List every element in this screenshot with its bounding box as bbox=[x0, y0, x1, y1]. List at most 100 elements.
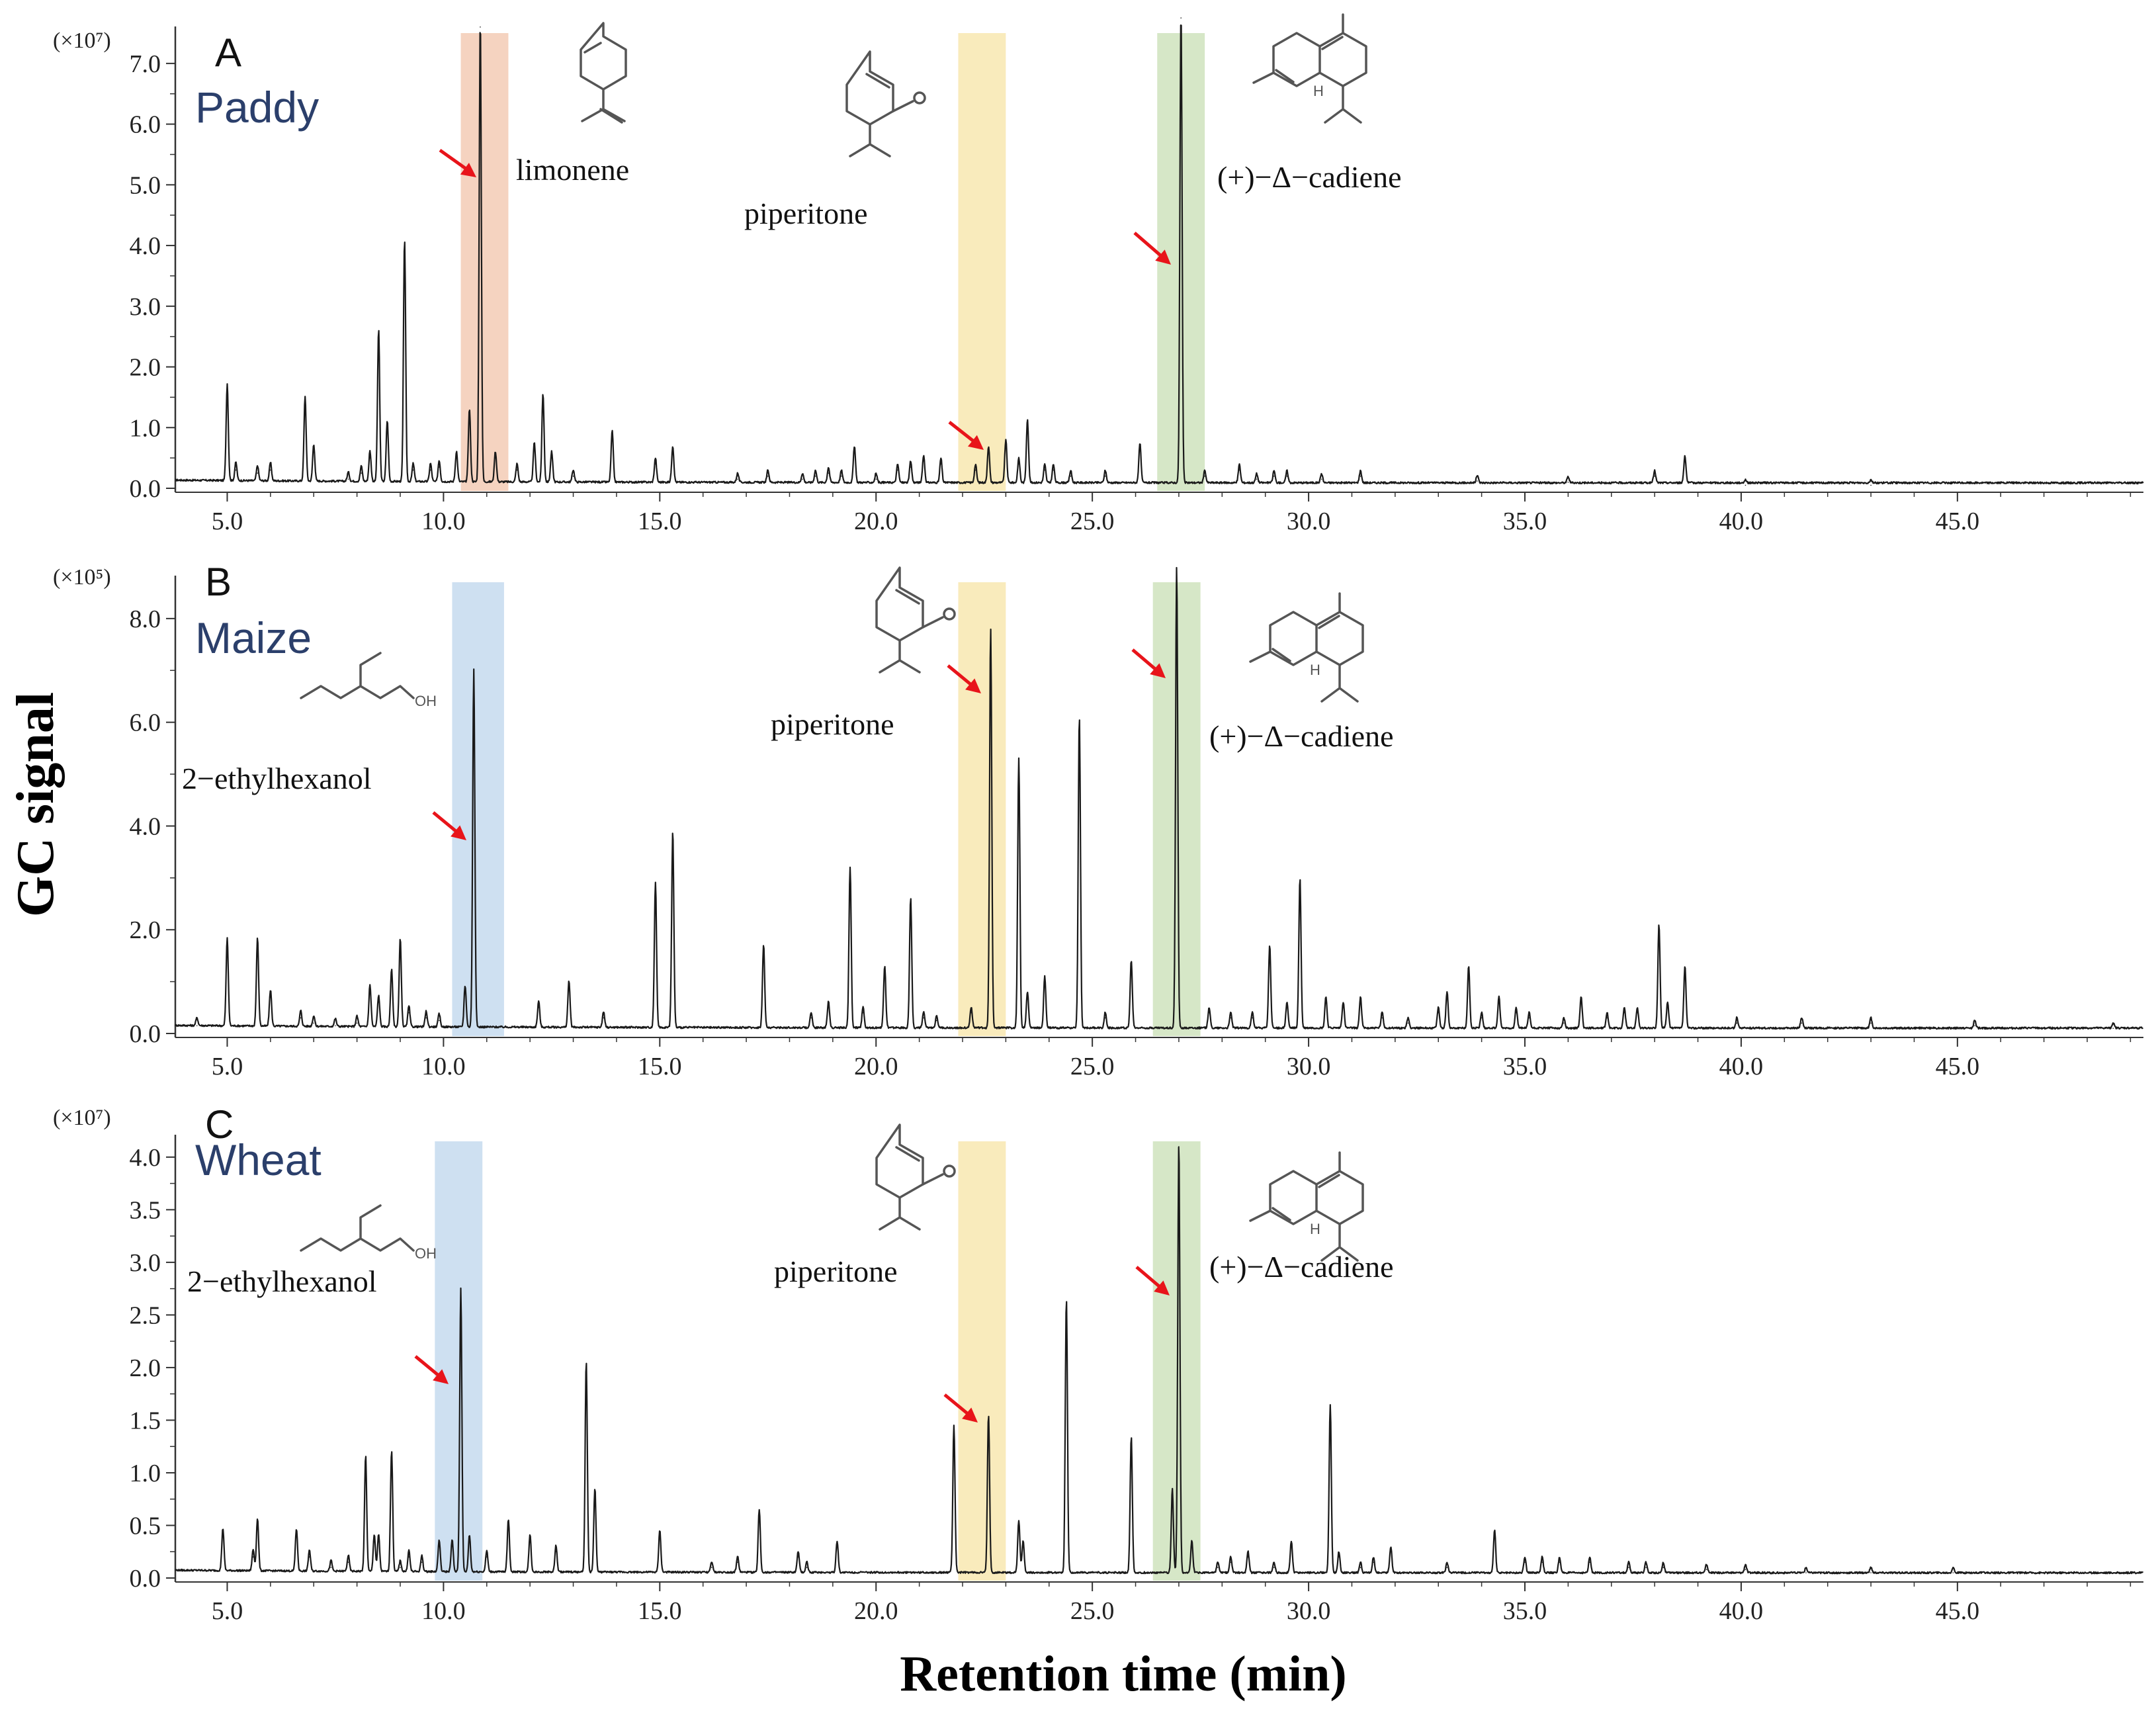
peak-point bbox=[1801, 1022, 1803, 1024]
peak-point bbox=[1342, 1007, 1344, 1008]
y-tick-label: 3.5 bbox=[130, 1196, 161, 1224]
red-arrowhead-icon bbox=[962, 1407, 978, 1423]
peak-point bbox=[1481, 1017, 1483, 1019]
panels-layer: 0.0 1.0 2.0 3.0 4.0 5.0 6.0 7.0 5.0 10.0 15.0 20.0 2… bbox=[53, 13, 2144, 1625]
peak-point bbox=[1589, 1561, 1590, 1563]
peak-point bbox=[400, 944, 401, 946]
cadinene-structure-icon: H bbox=[1249, 1151, 1364, 1262]
peak-point bbox=[456, 457, 457, 459]
peak-point bbox=[988, 451, 990, 453]
peak-point bbox=[1974, 1025, 1975, 1027]
peak-point bbox=[538, 1007, 540, 1008]
peak-point bbox=[473, 675, 474, 676]
peak-point bbox=[611, 436, 613, 437]
peak-point bbox=[1104, 475, 1106, 477]
peak-point bbox=[923, 1017, 924, 1019]
peak-point bbox=[1606, 1017, 1608, 1019]
structure-bond bbox=[892, 100, 914, 112]
x-tick-label: 20.0 bbox=[854, 1053, 898, 1080]
peak-point bbox=[711, 1567, 712, 1568]
peak-point bbox=[897, 469, 898, 471]
peak-point bbox=[1139, 448, 1141, 450]
peak-point bbox=[1005, 445, 1007, 447]
red-arrowhead-icon bbox=[1150, 663, 1166, 678]
structure-bond bbox=[1275, 69, 1295, 83]
peak-point bbox=[1541, 1561, 1543, 1563]
structure-bond bbox=[1272, 1207, 1291, 1221]
structure-bond bbox=[1269, 611, 1318, 666]
peak-point bbox=[1217, 1567, 1219, 1568]
x-tick-label: 45.0 bbox=[1936, 1597, 1980, 1625]
peak-point bbox=[1745, 1569, 1746, 1571]
peak-point bbox=[594, 1493, 596, 1495]
peak-point bbox=[737, 1561, 738, 1563]
peak-point bbox=[1870, 484, 1872, 486]
peak-point bbox=[806, 1567, 808, 1568]
structure-bond bbox=[359, 652, 382, 687]
peak-point bbox=[862, 1012, 864, 1014]
peak-point bbox=[1269, 949, 1271, 951]
peak-point bbox=[1172, 1493, 1173, 1495]
piperitone-structure-icon bbox=[845, 50, 926, 157]
peak-point bbox=[953, 1430, 955, 1432]
structure-bond bbox=[1318, 32, 1367, 87]
peak-point bbox=[1407, 1022, 1409, 1024]
peak-point bbox=[836, 1546, 838, 1548]
peak-point bbox=[400, 1567, 401, 1568]
peak-point bbox=[1180, 17, 1182, 19]
chromatogram-trace bbox=[175, 1146, 2144, 1575]
y-multiplier-label: (×10⁵) bbox=[53, 565, 111, 590]
peak-point bbox=[313, 451, 315, 453]
hydrogen-label-icon: H bbox=[1310, 1221, 1320, 1237]
peak-point bbox=[1247, 1556, 1249, 1557]
peak-point bbox=[378, 1002, 380, 1003]
peak-point bbox=[460, 1293, 462, 1295]
peak-point bbox=[296, 1535, 297, 1537]
peak-point bbox=[335, 1025, 336, 1027]
red-arrow-icon bbox=[948, 421, 978, 445]
compound-label: limonene bbox=[516, 153, 629, 187]
y-tick-label: 4.0 bbox=[130, 232, 161, 260]
y-tick-label: 3.0 bbox=[130, 293, 161, 321]
peak-point bbox=[1628, 1567, 1629, 1568]
peak-point bbox=[1662, 1567, 1664, 1568]
peak-point bbox=[763, 949, 765, 951]
peak-point bbox=[412, 469, 414, 471]
peak-point bbox=[1805, 1572, 1807, 1573]
peak-point bbox=[308, 1556, 310, 1557]
peak-point bbox=[304, 402, 306, 404]
peak-point bbox=[974, 469, 976, 471]
chromatogram-trace bbox=[175, 24, 2144, 485]
peak-point bbox=[257, 944, 259, 946]
y-tick-label: 7.0 bbox=[130, 50, 161, 78]
panel-letter: C bbox=[205, 1102, 234, 1147]
x-tick-label: 15.0 bbox=[638, 1597, 682, 1625]
peak-point bbox=[1559, 1561, 1561, 1563]
compound-label: (+)−Δ−cadiene bbox=[1209, 719, 1394, 753]
peak-point bbox=[439, 1546, 440, 1548]
peak-point bbox=[1286, 475, 1288, 477]
compound-label: 2−ethylhexanol bbox=[182, 762, 372, 795]
peak-point bbox=[603, 1017, 605, 1019]
y-tick-label: 4.0 bbox=[130, 1144, 161, 1172]
peak-point bbox=[226, 390, 228, 392]
peak-point bbox=[356, 1022, 358, 1024]
structure-bond bbox=[300, 1237, 415, 1252]
y-tick-label: 2.0 bbox=[130, 916, 161, 944]
y-tick-label: 6.0 bbox=[130, 709, 161, 737]
peak-point bbox=[468, 1540, 470, 1542]
crop-name-label: Maize bbox=[195, 613, 312, 662]
peak-point bbox=[235, 469, 237, 471]
compound-label: (+)−Δ−cadiene bbox=[1209, 1250, 1394, 1284]
x-tick-label: 20.0 bbox=[854, 1597, 898, 1625]
x-tick-label: 30.0 bbox=[1287, 507, 1331, 535]
peak-point bbox=[1131, 1440, 1132, 1442]
structure-bond bbox=[583, 42, 602, 54]
highlight-band-1 bbox=[460, 33, 509, 491]
peak-point bbox=[654, 463, 656, 465]
y-tick-label: 3.0 bbox=[130, 1249, 161, 1277]
structure-bond bbox=[1318, 615, 1340, 629]
peak-point bbox=[1580, 1002, 1582, 1003]
peak-point bbox=[1516, 1012, 1517, 1014]
peak-point bbox=[1131, 965, 1132, 967]
